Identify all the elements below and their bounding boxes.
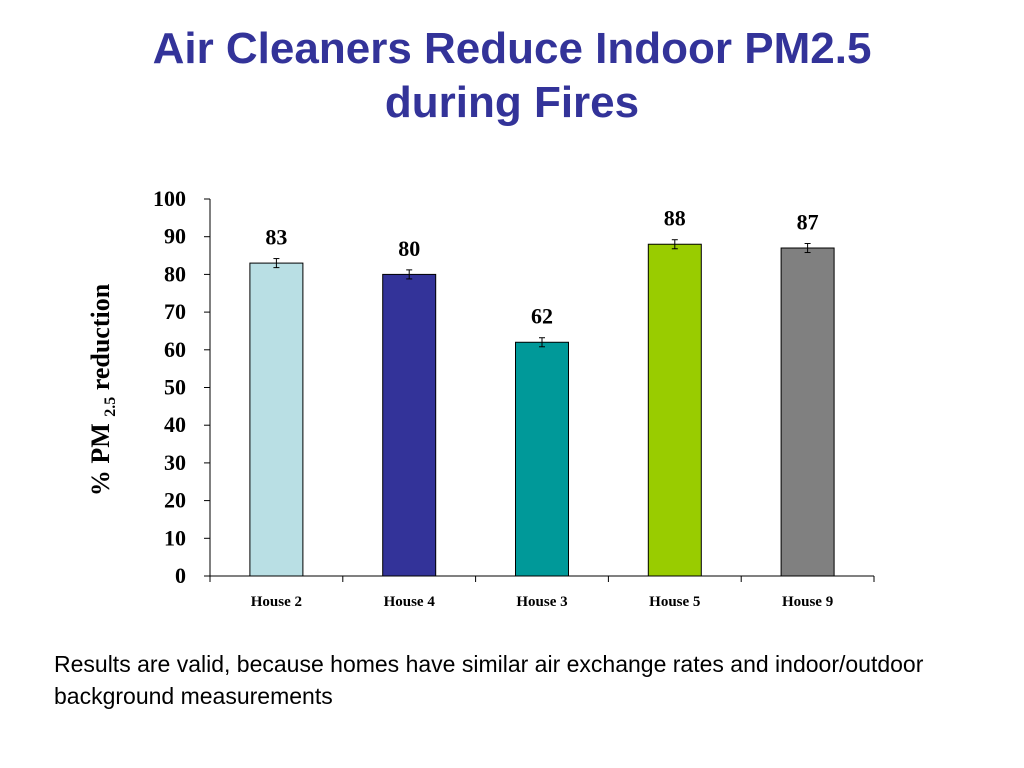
title-line-2: during Fires	[384, 78, 640, 127]
y-tick-label: 100	[153, 186, 186, 211]
bar-chart: 0 10 20 30 40 50 60 70 80 90 100 83 80 62 88 87 House …	[153, 186, 875, 610]
bar	[382, 273, 437, 577]
y-axis-label-pre: % PM	[85, 416, 115, 497]
bar-series	[249, 243, 835, 577]
y-tick-label: 90	[164, 224, 186, 249]
y-tick-labels: 0 10 20 30 40 50 60 70 80 90 100	[153, 186, 186, 588]
data-labels: 83 80 62 88 87	[265, 206, 818, 329]
data-label: 80	[398, 236, 420, 261]
y-tick-label: 30	[164, 450, 186, 475]
x-tick-labels: House 2 House 4 House 3 House 5 House 9	[251, 594, 833, 610]
data-label: 83	[265, 225, 287, 250]
x-tick-label: House 9	[782, 594, 833, 610]
x-tick-label: House 5	[649, 594, 700, 610]
y-tick-label: 60	[164, 337, 186, 362]
slide-title: Air Cleaners Reduce Indoor PM2.5 during …	[0, 22, 1024, 130]
y-tick-label: 10	[164, 525, 186, 550]
y-axis-label: % PM 2.5 reduction	[86, 284, 120, 496]
y-tick-label: 80	[164, 261, 186, 286]
y-tick-label: 20	[164, 488, 186, 513]
data-label: 62	[531, 304, 553, 329]
y-axis-label-sub: 2.5	[102, 396, 120, 417]
bar	[780, 247, 835, 577]
title-line-1: Air Cleaners Reduce Indoor PM2.5	[152, 24, 872, 73]
y-tick-label: 70	[164, 299, 186, 324]
y-tick-label: 50	[164, 375, 186, 400]
x-tick-label: House 2	[251, 594, 302, 610]
x-tick-label: House 3	[516, 594, 567, 610]
chart-axes	[204, 198, 875, 582]
y-tick-label: 40	[164, 412, 186, 437]
y-axis-label-post: reduction	[85, 283, 115, 397]
bar	[515, 341, 569, 577]
data-label: 87	[797, 209, 819, 234]
y-tick-label: 0	[175, 563, 186, 588]
x-tick-label: House 4	[384, 594, 436, 610]
results-note: Results are valid, because homes have si…	[54, 651, 924, 709]
bar	[249, 262, 304, 577]
bar	[647, 243, 702, 577]
error-bars	[273, 239, 811, 348]
data-label: 88	[664, 206, 686, 231]
